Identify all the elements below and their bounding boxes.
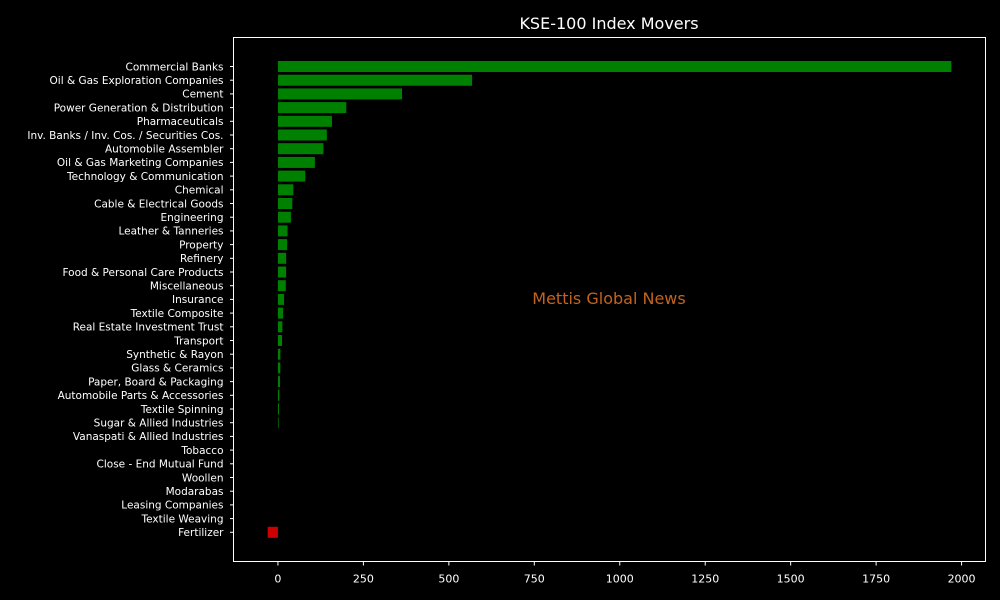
bar: [277, 129, 327, 141]
bar: [277, 403, 279, 415]
y-axis-category-labels: Commercial Banks Oil & Gas Exploration Co…: [27, 61, 234, 539]
y-tick-label: Synthetic & Rayon: [126, 349, 223, 361]
chart-title: KSE-100 Index Movers: [519, 14, 698, 33]
y-tick-label: Oil & Gas Marketing Companies: [57, 157, 224, 169]
x-axis-ticks: 0 250 500 750 1000 1250 1500 1750 2000: [274, 561, 976, 586]
y-tick-label: Woollen: [182, 472, 224, 484]
y-tick-label: Cable & Electrical Goods: [94, 198, 223, 210]
y-tick-label: Real Estate Investment Trust: [73, 322, 224, 334]
y-tick-label: Chemical: [175, 185, 224, 197]
x-tick-label: 1500: [777, 573, 805, 586]
bar: [277, 198, 293, 209]
y-tick-label: Engineering: [161, 212, 224, 224]
y-tick-label: Inv. Banks / Inv. Cos. / Securities Cos.: [27, 130, 223, 142]
bar: [277, 321, 283, 333]
x-tick-label: 500: [438, 573, 459, 586]
x-tick-label: 250: [353, 573, 374, 586]
y-tick-label: Vanaspati & Allied Industries: [73, 431, 224, 443]
y-tick-label: Glass & Ceramics: [131, 363, 223, 375]
bar: [277, 61, 952, 72]
x-tick-label: 1250: [691, 573, 719, 586]
bar: [267, 526, 278, 538]
bar: [277, 211, 291, 223]
bar: [277, 252, 287, 264]
y-tick-label: Refinery: [180, 253, 224, 265]
bar: [277, 376, 280, 388]
bar: [277, 74, 473, 86]
bar: [277, 170, 306, 182]
x-tick-label: 1750: [862, 573, 890, 586]
y-tick-label: Food & Personal Care Products: [62, 267, 223, 279]
y-tick-label: Close - End Mutual Fund: [97, 459, 224, 471]
bar: [277, 335, 283, 346]
bars-group: [267, 61, 952, 538]
x-tick-label: 2000: [948, 573, 976, 586]
y-tick-label: Oil & Gas Exploration Companies: [50, 75, 224, 87]
y-tick-label: Automobile Assembler: [105, 144, 224, 156]
y-tick-label: Miscellaneous: [150, 281, 224, 293]
x-tick-label: 0: [274, 573, 281, 586]
x-tick-label: 1000: [606, 573, 634, 586]
y-tick-label: Automobile Parts & Accessories: [58, 390, 224, 402]
y-tick-label: Textile Weaving: [141, 513, 224, 525]
y-tick-label: Pharmaceuticals: [137, 116, 224, 128]
y-tick-label: Modarabas: [166, 486, 224, 498]
bar: [277, 417, 279, 429]
y-tick-label: Cement: [182, 89, 223, 101]
bar: [277, 225, 288, 237]
y-tick-label: Insurance: [172, 294, 224, 306]
bar: [277, 266, 287, 278]
y-tick-label: Transport: [173, 335, 223, 347]
bar: [277, 156, 315, 168]
y-tick-label: Textile Spinning: [140, 404, 224, 416]
y-tick-label: Property: [179, 239, 223, 251]
y-tick-label: Commercial Banks: [126, 61, 224, 73]
bar: [277, 293, 285, 305]
bar: [277, 280, 286, 292]
bar: [277, 115, 332, 127]
y-tick-label: Fertilizer: [178, 527, 224, 539]
bar: [277, 143, 324, 155]
bar: [277, 102, 347, 114]
y-tick-label: Sugar & Allied Industries: [94, 418, 224, 430]
bar: [277, 362, 281, 374]
y-tick-label: Power Generation & Distribution: [54, 102, 224, 114]
bar: [277, 307, 284, 319]
bar: [277, 184, 294, 196]
y-tick-label: Leather & Tanneries: [118, 226, 223, 238]
bar: [277, 239, 288, 251]
y-tick-label: Paper, Board & Packaging: [88, 376, 223, 388]
y-tick-label: Tobacco: [180, 445, 223, 457]
x-tick-label: 750: [524, 573, 545, 586]
watermark-text: Mettis Global News: [532, 289, 685, 308]
y-tick-label: Technology & Communication: [66, 171, 223, 183]
y-tick-label: Textile Composite: [130, 308, 224, 320]
bar: [277, 88, 403, 100]
bar: [277, 348, 281, 360]
bar: [277, 389, 280, 401]
y-tick-label: Leasing Companies: [121, 500, 223, 512]
